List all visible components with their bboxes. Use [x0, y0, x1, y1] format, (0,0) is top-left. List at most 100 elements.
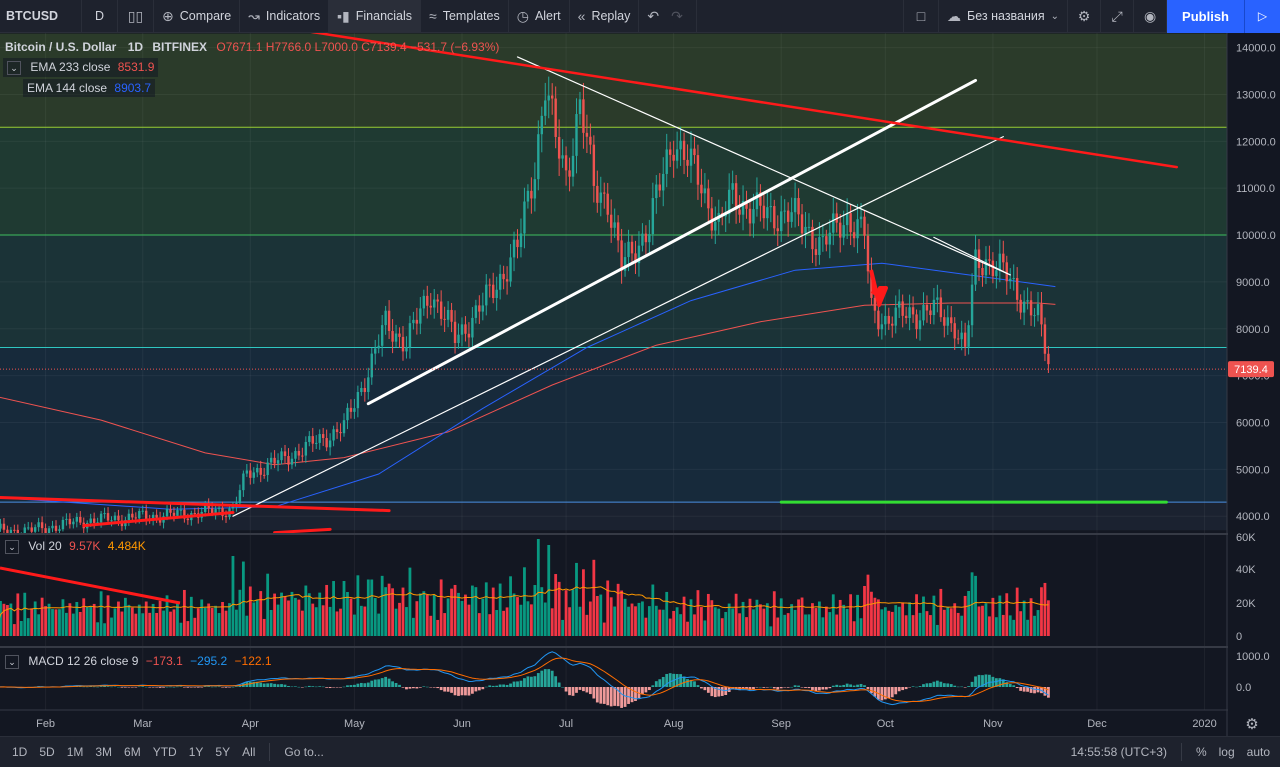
- volume-bar: [908, 602, 912, 636]
- candle-body: [353, 408, 356, 412]
- macd-histogram-bar: [321, 686, 325, 688]
- fullscreen-toggle[interactable]: □: [903, 0, 940, 33]
- indicators-button[interactable]: ↝ Indicators: [240, 0, 330, 33]
- templates-button[interactable]: ≈ Templates: [421, 0, 509, 33]
- main-pane: [0, 33, 1227, 533]
- alert-button[interactable]: ◷ Alert: [509, 0, 570, 33]
- range-button-6m[interactable]: 6M: [124, 745, 141, 759]
- ema233-legend[interactable]: ⌄ EMA 233 close 8531.9: [3, 58, 159, 77]
- redo-icon[interactable]: ↷: [671, 7, 683, 24]
- volume-bar: [342, 580, 346, 636]
- volume-bar: [269, 609, 273, 636]
- range-button-1y[interactable]: 1Y: [188, 745, 204, 759]
- volume-bar: [123, 597, 127, 636]
- range-button-5d[interactable]: 5D: [39, 745, 55, 759]
- trend-line: [310, 33, 1179, 169]
- symbol-search[interactable]: BTCUSD: [0, 0, 82, 33]
- collapse-chevron-icon[interactable]: ⌄: [5, 540, 19, 554]
- auto-toggle[interactable]: auto: [1246, 745, 1270, 759]
- candle-body: [512, 239, 516, 258]
- settings-button[interactable]: ⚙: [1068, 0, 1102, 33]
- volume-bar: [182, 589, 186, 636]
- collapse-chevron-icon[interactable]: ⌄: [7, 61, 21, 75]
- volume-tick-label: 20K: [1236, 598, 1256, 610]
- volume-bar: [314, 607, 318, 636]
- candle-body: [169, 508, 172, 513]
- time-axis[interactable]: Feb Mar Apr May Jun Jul Aug Sep Oct Nov Dec 2020: [36, 718, 1217, 730]
- volume-bar: [870, 591, 873, 636]
- publish-menu-button[interactable]: ▷: [1244, 0, 1280, 33]
- volume-bar: [974, 575, 977, 636]
- snapshot-button[interactable]: ◉: [1134, 0, 1168, 33]
- expand-button[interactable]: ⤢: [1101, 0, 1135, 33]
- publish-button[interactable]: Publish: [1167, 0, 1244, 33]
- collapse-chevron-icon[interactable]: ⌄: [5, 655, 19, 669]
- volume-bar: [686, 621, 689, 636]
- layout-name-button[interactable]: ☁ Без названия ⌄: [939, 0, 1069, 33]
- price-tick-label: 11000.0: [1236, 183, 1275, 195]
- volume-bar: [44, 606, 47, 636]
- ema144-legend[interactable]: EMA 144 close 8903.7: [23, 79, 156, 97]
- macd-histogram-bar: [765, 687, 769, 688]
- volume-bar: [65, 612, 68, 636]
- candle-body: [61, 519, 65, 530]
- macd-histogram-bar: [630, 687, 634, 703]
- macd-histogram-bar: [609, 687, 613, 707]
- candle-body: [210, 508, 214, 514]
- clock[interactable]: 14:55:58 (UTC+3): [1070, 745, 1167, 759]
- range-button-1m[interactable]: 1M: [66, 745, 84, 759]
- volume-legend[interactable]: ⌄ Vol 20 9.57K 4.484K: [5, 539, 146, 554]
- chart-type-button[interactable]: ▯▯: [118, 0, 154, 33]
- macd-histogram-bar: [359, 682, 363, 687]
- macd-legend[interactable]: ⌄ MACD 12 26 close 9 −173.1 −295.2 −122.…: [5, 654, 272, 669]
- candle-body: [842, 225, 845, 238]
- trend-line: [232, 136, 1004, 517]
- macd-histogram-bar: [415, 687, 419, 689]
- macd-histogram-bar: [793, 685, 797, 687]
- percent-toggle[interactable]: %: [1195, 745, 1207, 759]
- candle-body: [575, 114, 578, 156]
- volume-bar: [356, 575, 360, 636]
- candle-body: [856, 219, 859, 239]
- macd-histogram-bar: [1022, 687, 1026, 692]
- replay-button[interactable]: « Replay: [570, 0, 640, 33]
- candle-body: [682, 140, 686, 160]
- macd-histogram-bar: [755, 687, 759, 688]
- macd-histogram-bar: [713, 687, 717, 698]
- macd-histogram-bar: [637, 687, 641, 699]
- interval-button[interactable]: D: [82, 0, 118, 33]
- volume-bar: [255, 599, 259, 636]
- volume-bar: [759, 604, 762, 636]
- volume-bar: [838, 599, 842, 636]
- range-button-5y[interactable]: 5Y: [215, 745, 231, 759]
- range-button-3m[interactable]: 3M: [95, 745, 113, 759]
- financials-button[interactable]: ▪▮ Financials: [329, 0, 422, 33]
- range-button-1d[interactable]: 1D: [12, 745, 28, 759]
- macd-histogram-bar: [370, 680, 374, 687]
- price-chart[interactable]: 4000.05000.06000.07000.08000.09000.01000…: [0, 33, 1280, 736]
- trend-line: [273, 527, 332, 533]
- price-axis[interactable]: 4000.05000.06000.07000.08000.09000.01000…: [1228, 33, 1280, 736]
- price-tick-label: 6000.0: [1236, 417, 1270, 429]
- candle-body: [231, 506, 235, 509]
- volume-bar: [675, 607, 679, 636]
- volume-bar: [634, 606, 637, 636]
- candle-body: [984, 259, 988, 276]
- goto-button[interactable]: Go to...: [284, 745, 324, 759]
- macd-histogram-bar: [231, 686, 235, 688]
- compare-button[interactable]: ⊕ Compare: [154, 0, 241, 33]
- log-toggle[interactable]: log: [1218, 745, 1235, 759]
- volume-bar: [571, 589, 575, 636]
- undo-icon[interactable]: ↶: [647, 7, 660, 24]
- volume-bar: [786, 613, 790, 636]
- volume-bar: [408, 567, 412, 636]
- candle-body: [224, 515, 228, 518]
- macd-histogram-bar: [436, 687, 440, 689]
- candle-body: [280, 451, 283, 461]
- macd-histogram-bar: [824, 687, 828, 690]
- axis-settings-gear-icon[interactable]: ⚙: [1245, 715, 1258, 733]
- macd-histogram-bar: [363, 683, 367, 687]
- macd-histogram-bar: [502, 684, 506, 687]
- range-button-all[interactable]: All: [242, 745, 256, 759]
- range-button-ytd[interactable]: YTD: [152, 745, 177, 759]
